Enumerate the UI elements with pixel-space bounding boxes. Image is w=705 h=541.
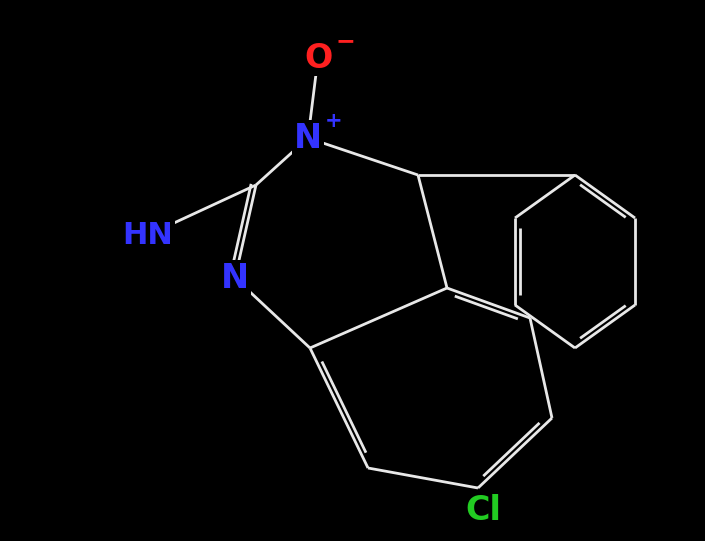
Text: −: −: [335, 29, 355, 53]
Text: N: N: [221, 261, 249, 294]
Text: +: +: [325, 111, 343, 131]
Text: HN: HN: [123, 221, 173, 249]
Text: Cl: Cl: [465, 493, 501, 526]
Text: N: N: [294, 122, 322, 155]
Text: O: O: [304, 42, 332, 75]
